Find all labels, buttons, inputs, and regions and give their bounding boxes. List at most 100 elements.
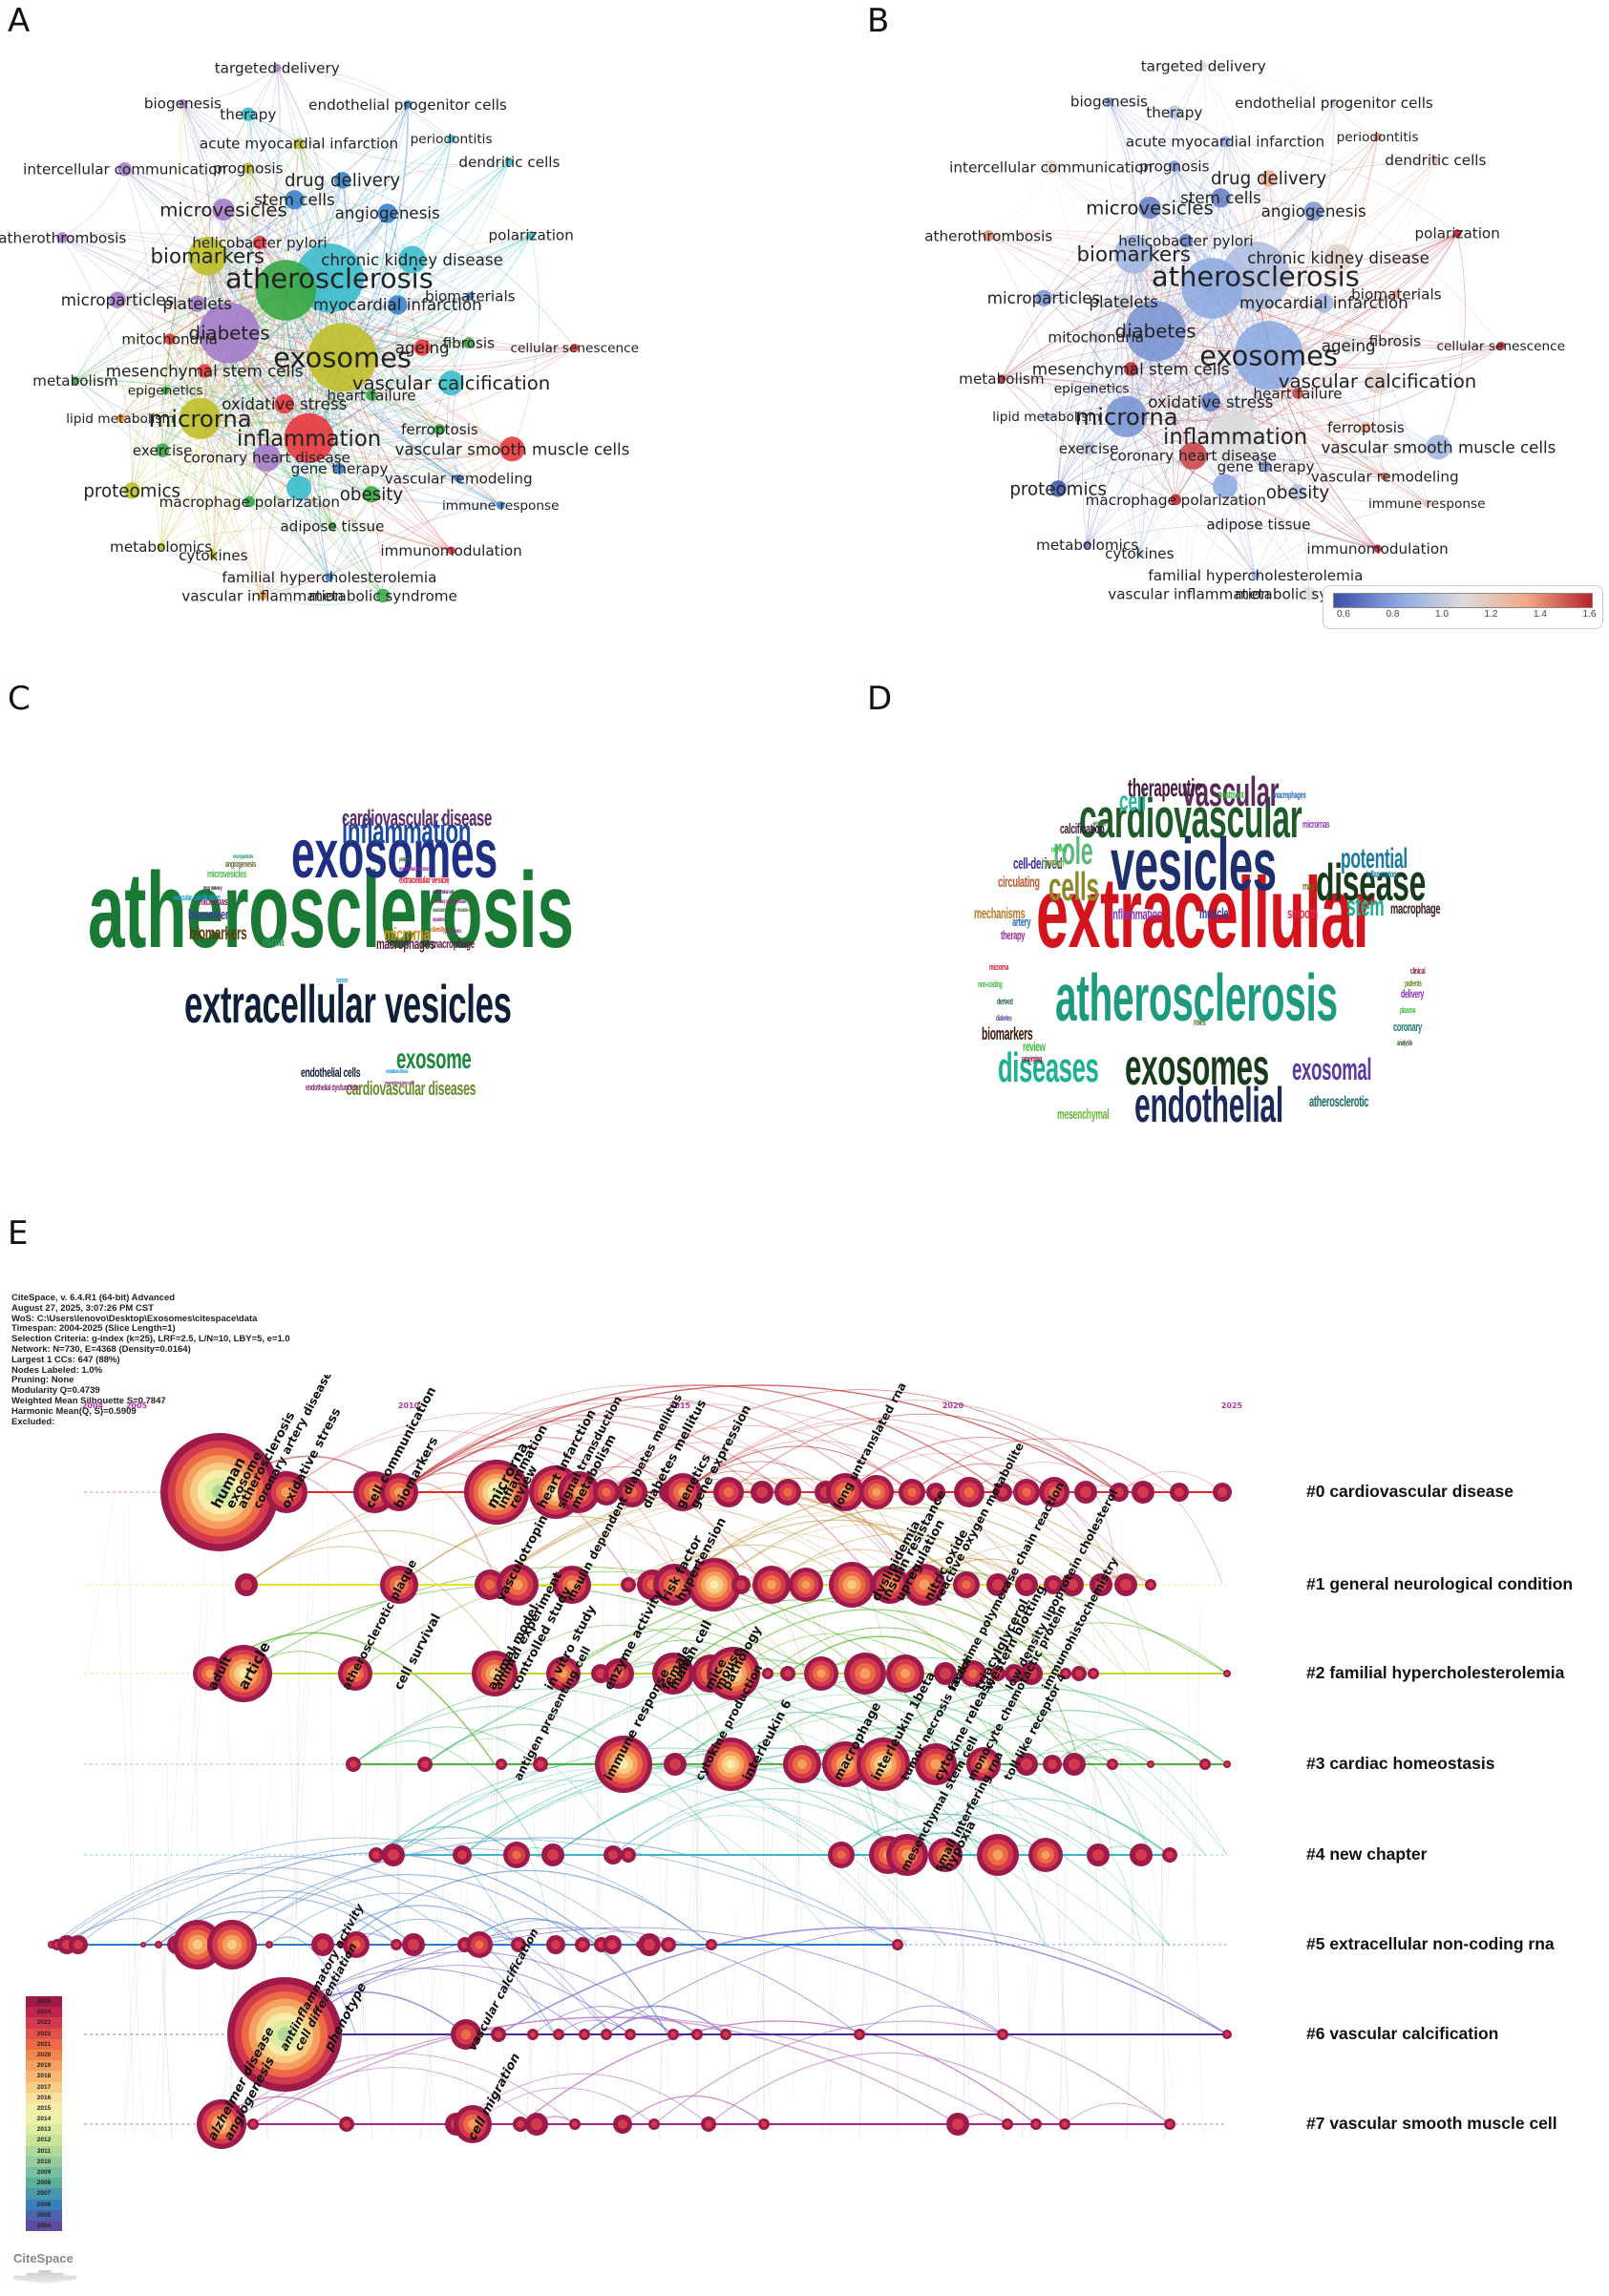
network-node-label: intercellular communication bbox=[23, 161, 226, 179]
citespace-timeline-view: 2004 2005 2010 2015 2020 2025humanexosomeathe… bbox=[48, 1375, 1243, 2149]
network-node-label: macrophage polarization bbox=[1086, 492, 1266, 509]
network-node bbox=[1138, 196, 1161, 220]
network-node-label: cytokines bbox=[1105, 545, 1175, 562]
wordcloud-term: macrophages bbox=[1273, 790, 1306, 801]
wordcloud-term: vascular smooth muscle cells bbox=[433, 908, 476, 915]
network-node-label: vascular calcification bbox=[1279, 370, 1476, 392]
network-node bbox=[274, 393, 294, 414]
year-legend-swatch: 2007 bbox=[26, 2188, 62, 2200]
network-node bbox=[199, 303, 260, 364]
parameter-line: Modularity Q=0.4739 bbox=[11, 1385, 100, 1397]
network-node bbox=[1431, 156, 1440, 164]
wordcloud-term: smooth bbox=[1287, 905, 1318, 922]
year-tick: 2015 bbox=[669, 1401, 691, 1410]
network-node bbox=[1123, 362, 1138, 376]
network-node bbox=[179, 98, 187, 108]
wordcloud-term: endothelial cell bbox=[433, 890, 454, 896]
network-node-label: dendritic cells bbox=[1385, 152, 1486, 169]
year-tick: 2004 bbox=[82, 1401, 104, 1410]
wordcloud-term: biomarkers bbox=[982, 1024, 1033, 1044]
network-node bbox=[285, 190, 305, 210]
network-node bbox=[398, 245, 426, 274]
network-node bbox=[1184, 589, 1194, 599]
wordcloud-term: cardiovascular bbox=[1079, 788, 1302, 851]
year-tick: 2025 bbox=[1221, 1401, 1243, 1410]
cluster-label: #3 cardiac homeostasis bbox=[1306, 1754, 1495, 1773]
network-node bbox=[496, 500, 505, 510]
overlay-colorbar-legend: 0.6 0.8 1.0 1.2 1.4 1.6 bbox=[1323, 585, 1603, 629]
year-legend-swatch: 2010 bbox=[26, 2156, 62, 2167]
wordcloud-term: atherosclerosis bbox=[88, 851, 574, 971]
wordcloud-term: inflammatory bbox=[1366, 869, 1398, 880]
network-node bbox=[1373, 132, 1382, 141]
network-node-label: epigenetics bbox=[1054, 382, 1130, 397]
wordcloud-term: non-coding bbox=[978, 979, 1003, 989]
network-node bbox=[328, 521, 337, 531]
network-node-label: vascular remodeling bbox=[385, 470, 533, 487]
year-legend-swatch: 2021 bbox=[26, 2038, 62, 2050]
network-node bbox=[1234, 321, 1303, 390]
wordcloud-term: derived bbox=[997, 996, 1013, 1006]
network-node bbox=[1360, 422, 1372, 433]
parameter-line: Pruning: None bbox=[11, 1375, 74, 1386]
year-legend-swatch: 2008 bbox=[26, 2178, 62, 2189]
year-tick: 2005 bbox=[126, 1401, 148, 1410]
network-node-label: therapy bbox=[1146, 104, 1202, 121]
parameter-line: Selection Criteria: g-index (k=25), LRF=… bbox=[11, 1334, 290, 1345]
network-node bbox=[1198, 61, 1208, 71]
network-node bbox=[208, 551, 218, 560]
network-node bbox=[463, 337, 475, 348]
wordcloud-term: cells bbox=[1048, 863, 1099, 909]
wordcloud-term: exosomal bbox=[1292, 1051, 1372, 1086]
wordcloud-term: role bbox=[1053, 831, 1093, 874]
wordcloud-term: exosome bbox=[396, 1043, 472, 1076]
network-node bbox=[1200, 391, 1220, 412]
panel-label-a: A bbox=[8, 2, 31, 40]
wordcloud-term: human bbox=[1042, 855, 1065, 871]
network-node-label: immunomodulation bbox=[380, 542, 521, 559]
network-node-label: metabolism bbox=[959, 370, 1044, 388]
wordcloud-term: mechanisms bbox=[974, 905, 1026, 922]
wordcloud-term: inflammation bbox=[342, 811, 472, 852]
network-node bbox=[1496, 341, 1506, 350]
year-legend-swatch: 2016 bbox=[26, 2092, 62, 2103]
network-node-label: endothelial progenitor cells bbox=[1235, 95, 1433, 112]
wordcloud-term: review bbox=[1023, 1038, 1046, 1054]
parameter-line: Largest 1 CCs: 647 (88%) bbox=[11, 1354, 120, 1365]
network-node-label: cytokines bbox=[179, 547, 248, 564]
network-node bbox=[388, 295, 408, 315]
wordcloud-term: cancer bbox=[336, 978, 349, 985]
network-node-label: atherothrombosis bbox=[924, 227, 1052, 244]
colorbar-tick-label: 1.6 bbox=[1582, 609, 1597, 620]
network-node-label: inflammation bbox=[237, 427, 381, 452]
network-node bbox=[499, 436, 525, 462]
network-node bbox=[212, 198, 235, 221]
network-node-label: gene therapy bbox=[1217, 458, 1315, 475]
network-node-label: microparticles bbox=[987, 288, 1101, 307]
wordcloud-term: proteomics bbox=[445, 929, 461, 936]
network-node bbox=[155, 443, 170, 457]
wordcloud-term: micrornas bbox=[199, 895, 228, 908]
timeline-keyword-label: cell migration bbox=[465, 2051, 523, 2142]
network-node-label: ageing bbox=[395, 338, 450, 357]
year-legend-swatch: 2009 bbox=[26, 2167, 62, 2179]
network-node bbox=[272, 63, 282, 73]
network-node-label: biogenesis bbox=[144, 95, 222, 112]
network-node bbox=[1365, 369, 1390, 394]
network-node-label: exercise bbox=[1059, 440, 1119, 457]
network-node-label: atherosclerosis bbox=[1152, 260, 1360, 292]
wordcloud-term: plasma bbox=[1400, 1004, 1416, 1015]
network-node bbox=[1292, 388, 1303, 399]
wordcloud-term: analysis bbox=[1397, 1039, 1412, 1048]
network-node-label: endothelial progenitor cells bbox=[308, 96, 507, 114]
year-legend-swatch: 2023 bbox=[26, 2017, 62, 2029]
network-node-label: metabolomics bbox=[110, 538, 212, 556]
network-node bbox=[1044, 160, 1058, 175]
parameter-line: Network: N=730, E=4368 (Density=0.0164) bbox=[11, 1343, 191, 1355]
network-node-label: immunomodulation bbox=[1306, 540, 1448, 558]
wordcloud-term: extracellular vesicles bbox=[184, 974, 512, 1035]
network-node-label: targeted delivery bbox=[1141, 57, 1266, 74]
network-node bbox=[197, 364, 212, 378]
wordcloud-term: vascular bbox=[1182, 768, 1280, 815]
